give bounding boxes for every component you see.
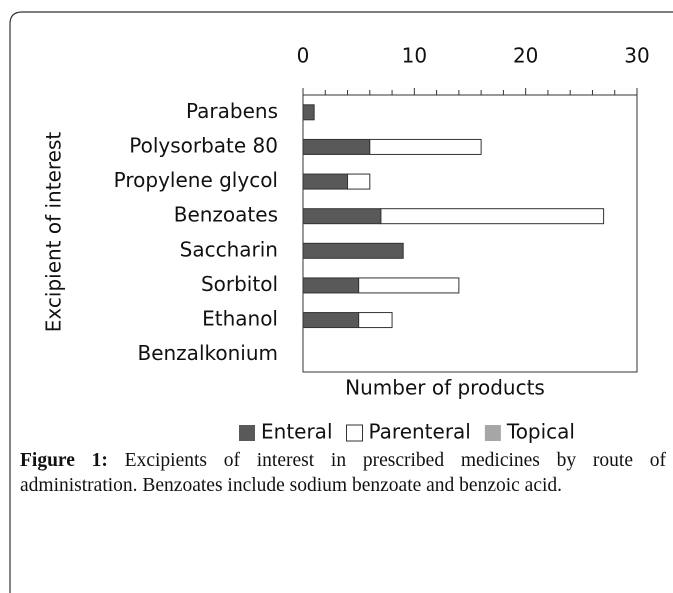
legend-label: Topical	[506, 420, 575, 444]
y-tick-label: Saccharin	[180, 237, 278, 261]
bar-segment	[302, 104, 315, 121]
y-tick-label: Benzoates	[174, 203, 278, 227]
x-tick-label: 0	[297, 44, 310, 68]
bar-segment	[358, 277, 460, 294]
bar-segment	[358, 312, 393, 329]
caption-label: Figure 1:	[20, 450, 108, 471]
y-tick-label: Sorbitol	[201, 272, 278, 296]
x-tick-label: 30	[624, 44, 649, 68]
legend-swatch	[239, 425, 255, 441]
x-axis-title: Number of products	[345, 376, 545, 400]
bar-segment	[347, 173, 371, 190]
legend-swatch	[484, 425, 501, 441]
bar-segment	[302, 138, 371, 155]
caption-text: Excipients of interest in prescribed med…	[20, 450, 666, 496]
plot-frame	[302, 94, 638, 373]
y-tick-label: Polysorbate 80	[129, 133, 278, 157]
y-tick-label: Ethanol	[202, 307, 278, 331]
bar-segment	[380, 208, 605, 225]
bar-segment	[302, 277, 360, 294]
y-tick-label: Benzalkonium	[137, 341, 278, 365]
legend-swatch	[346, 424, 363, 442]
bar-segment	[369, 138, 482, 155]
bar-segment	[302, 242, 404, 259]
caption: Figure 1: Excipients of interest in pres…	[20, 448, 666, 498]
legend-label: Parenteral	[369, 420, 471, 444]
x-tick-label: 20	[513, 44, 538, 68]
y-tick-label: Propylene glycol	[114, 168, 278, 192]
bar-segment	[302, 173, 349, 190]
figure-border	[9, 11, 673, 593]
legend-label: Enteral	[261, 420, 333, 444]
bar-segment	[302, 208, 382, 225]
x-tick-label: 10	[402, 44, 427, 68]
y-tick-label: Parabens	[186, 99, 278, 123]
y-axis-title: Excipient of interest	[42, 132, 66, 333]
bar-segment	[302, 312, 360, 329]
